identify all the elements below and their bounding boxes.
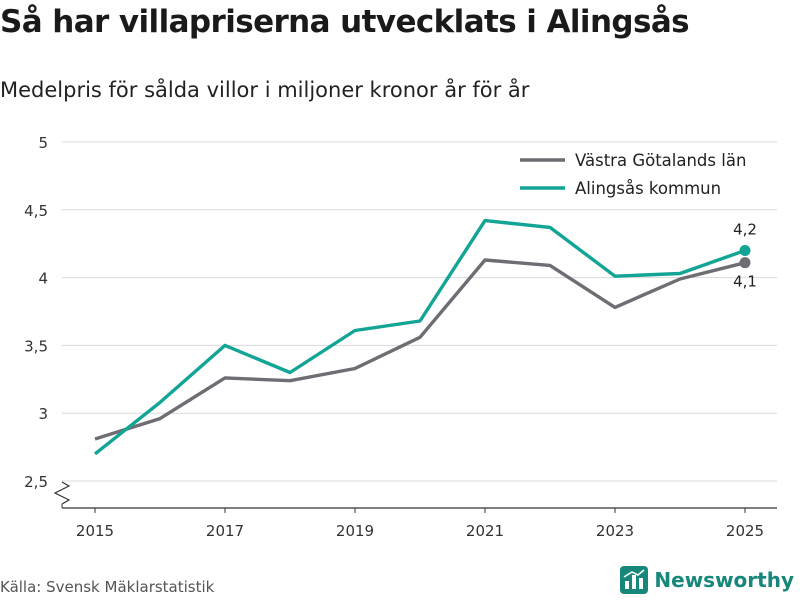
brand-logo[interactable]: Newsworthy <box>620 566 794 594</box>
chart-title: Så har villapriserna utvecklats i Alings… <box>0 4 690 40</box>
x-tick-label: 2023 <box>596 522 634 540</box>
x-tick-label: 2021 <box>466 522 504 540</box>
series-end-point <box>739 257 751 269</box>
x-tick-label: 2015 <box>76 522 114 540</box>
x-tick-label: 2025 <box>726 522 764 540</box>
y-axis-break-icon <box>53 481 71 505</box>
x-tick-label: 2019 <box>336 522 374 540</box>
end-value-label: 4,2 <box>733 220 757 238</box>
brand-name: Newsworthy <box>654 568 794 592</box>
chart-subtitle: Medelpris för sålda villor i miljoner kr… <box>0 78 530 102</box>
y-tick-label: 3,5 <box>24 337 48 355</box>
y-tick-label: 5 <box>38 134 48 152</box>
legend-label: Alingsås kommun <box>575 179 721 198</box>
series-line-alingsas <box>93 218 746 456</box>
legend-label: Västra Götalands län <box>575 151 746 170</box>
series-end-point <box>739 244 751 256</box>
source-note: Källa: Svensk Mäklarstatistik <box>0 578 215 596</box>
y-tick-label: 3 <box>38 405 48 423</box>
y-tick-label: 4 <box>38 270 48 288</box>
y-tick-label: 4,5 <box>24 202 48 220</box>
end-value-label: 4,1 <box>733 273 757 291</box>
y-tick-label: 2,5 <box>24 473 48 491</box>
bar-chart-logo-icon <box>620 566 649 594</box>
x-tick-label: 2017 <box>206 522 244 540</box>
series-line-vastra-gotaland <box>94 258 746 441</box>
